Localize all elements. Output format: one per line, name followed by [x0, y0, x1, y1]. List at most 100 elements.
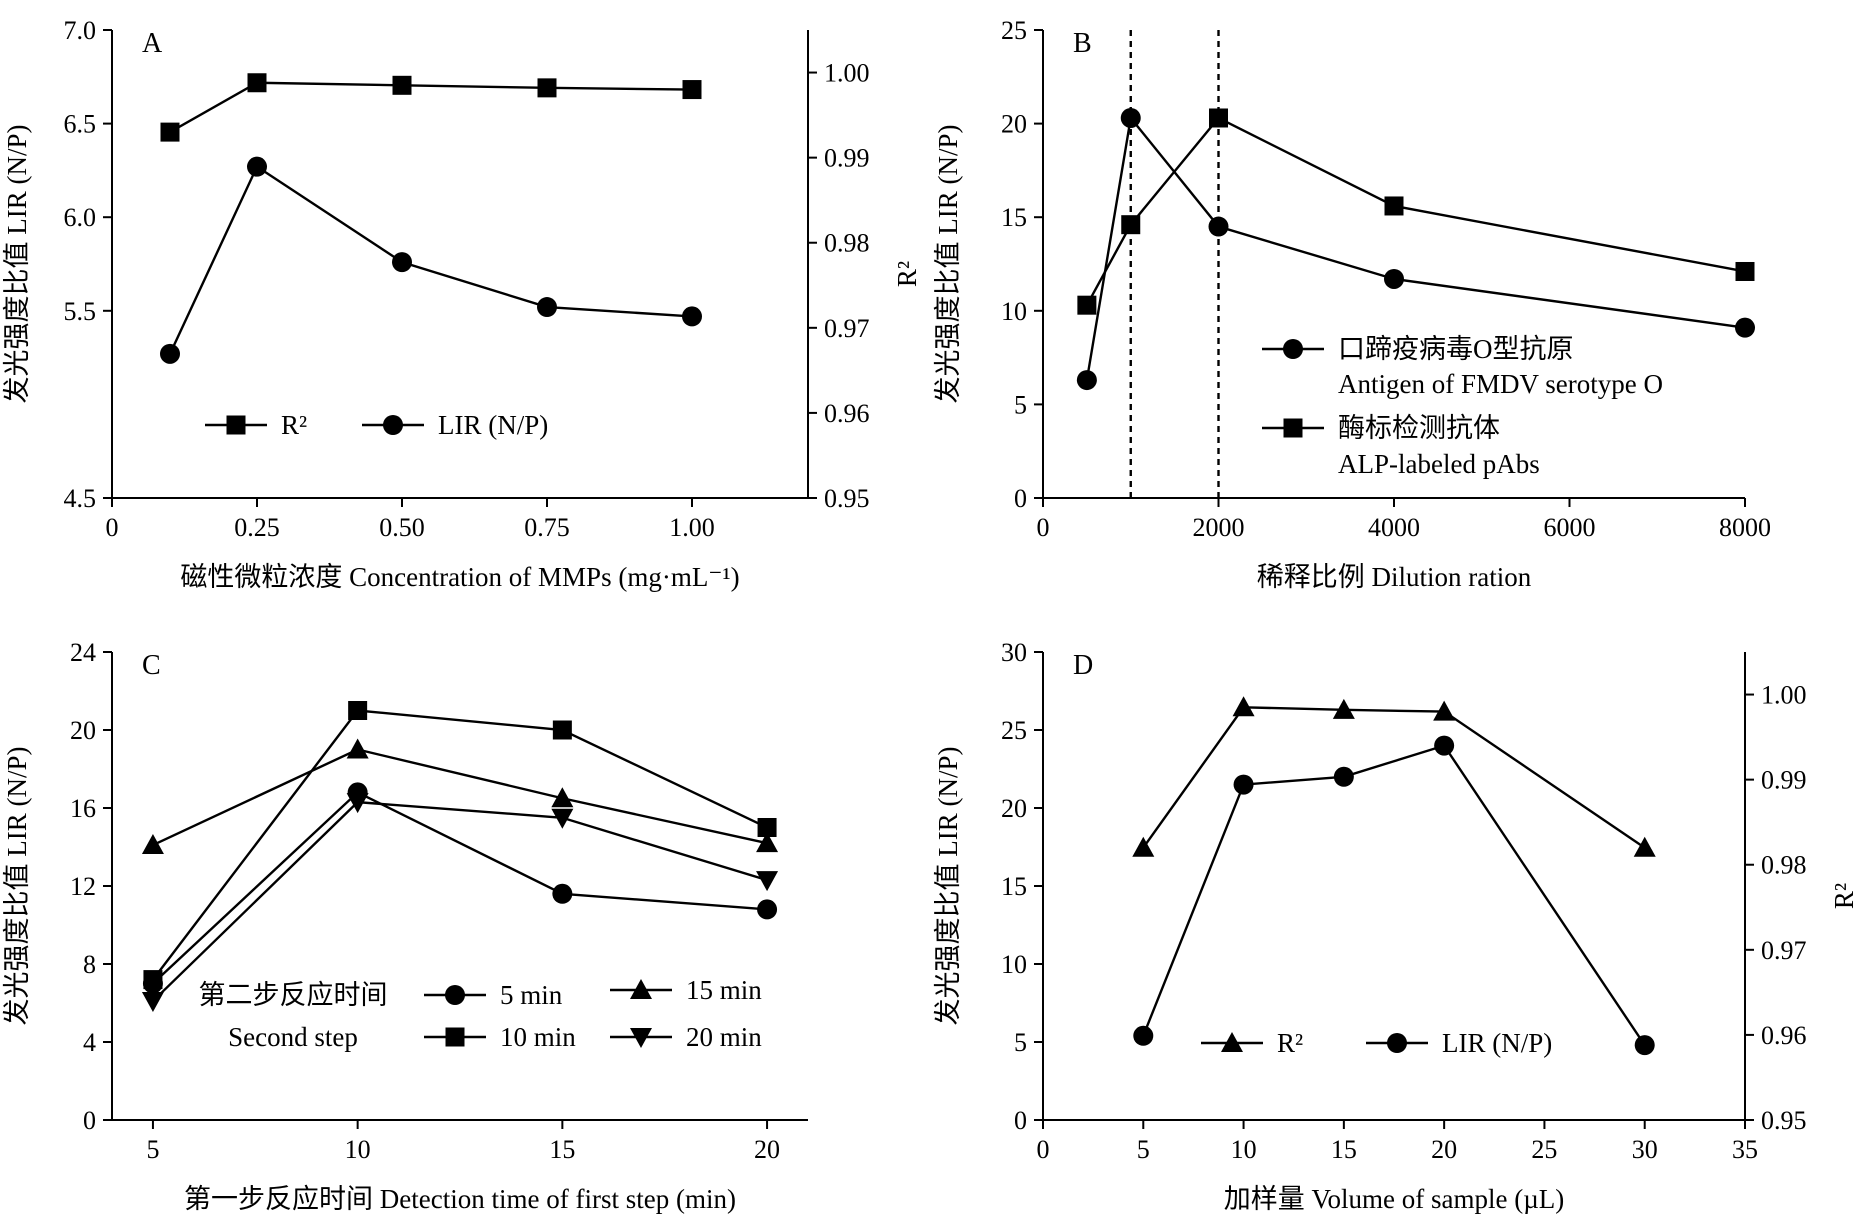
legend: 口蹄疫病毒O型抗原 Antigen of FMDV serotype O 酶标检测抗…	[1262, 334, 1663, 479]
series-2	[160, 156, 702, 364]
y-axis-title: 发光强度比值 LIR (N/P)	[933, 125, 963, 404]
data-point	[141, 834, 164, 855]
series-line	[1085, 116, 1746, 306]
data-point	[1120, 107, 1141, 128]
legend-marker	[1283, 339, 1303, 359]
chart-panel-b: 0 2000 4000 6000 8000 0 5 10 15 20 25 B 稀释比例 Dilutio…	[933, 16, 1771, 592]
data-point	[682, 306, 702, 327]
data-point	[552, 720, 572, 740]
y-tick-label: 20	[70, 716, 96, 745]
legend: 第二步反应时间 Second step 5 min 15 min 10 min 20 mi…	[199, 975, 763, 1052]
legend-title: 第二步反应时间	[199, 980, 388, 1010]
y-tick-label: 10	[1001, 297, 1027, 326]
series-line	[168, 164, 693, 355]
data-point	[1077, 295, 1097, 315]
y2-tick-label: 0.97	[824, 314, 870, 343]
legend-marker	[1283, 418, 1303, 438]
y2-tick-label: 0.98	[824, 229, 870, 258]
y-tick-label: 5.5	[64, 297, 97, 326]
x-tick-label: 20	[754, 1135, 780, 1164]
x-tick-label: 0	[1037, 513, 1050, 542]
data-point	[682, 80, 702, 100]
legend-marker	[445, 1027, 465, 1047]
legend-marker	[630, 979, 652, 999]
data-point	[551, 808, 574, 829]
data-point	[537, 78, 557, 98]
chart-panel-c: 5 10 15 20 0 4 8 12 16 20 24 C 第一步反应时间 Detection tim…	[2, 638, 808, 1214]
data-point	[346, 738, 369, 759]
data-point	[756, 871, 779, 892]
data-point	[348, 701, 368, 720]
y-axis-title: 发光强度比值 LIR (N/P)	[2, 747, 32, 1026]
x-tick-label: 0.75	[524, 513, 570, 542]
legend-label: LIR (N/P)	[1442, 1028, 1552, 1058]
x-tick-label: 0	[106, 513, 119, 542]
y-tick-label: 0	[83, 1106, 96, 1135]
legend-label-en: Antigen of FMDV serotype O	[1338, 369, 1663, 399]
x-tick-label: 5	[1137, 1135, 1150, 1164]
legend-marker	[1387, 1033, 1407, 1053]
series-2	[1077, 108, 1755, 315]
y2-axis-title: R²	[1829, 883, 1859, 909]
y-tick-label: 20	[1001, 110, 1027, 139]
x-tick-label: 0.50	[379, 513, 425, 542]
y2-axis-title: R²	[892, 261, 922, 287]
series-2	[1133, 735, 1655, 1056]
data-point	[1433, 700, 1456, 721]
x-tick-label: 25	[1531, 1135, 1557, 1164]
panel-letter: C	[142, 650, 161, 681]
series-line	[152, 790, 768, 985]
y-tick-label: 7.0	[64, 16, 97, 45]
x-axis-title: 第一步反应时间 Detection time of first step (mi…	[184, 1184, 736, 1214]
data-point	[247, 73, 267, 93]
legend-marker	[226, 415, 246, 435]
y-tick-label: 0	[1014, 484, 1027, 513]
y-tick-label: 15	[1001, 203, 1027, 232]
data-point	[1434, 735, 1455, 756]
legend-label: 5 min	[500, 980, 563, 1010]
legend: R² LIR (N/P)	[1201, 1028, 1552, 1058]
data-point	[1634, 1035, 1655, 1056]
legend-label-en: ALP-labeled pAbs	[1338, 449, 1540, 479]
legend-marker	[1221, 1032, 1243, 1052]
y2-tick-label: 0.96	[1761, 1021, 1807, 1050]
y-tick-label: 25	[1001, 16, 1027, 45]
y2-tick-label: 0.95	[1761, 1106, 1807, 1135]
x-tick-label: 10	[345, 1135, 371, 1164]
x-tick-label: 2000	[1193, 513, 1245, 542]
legend-label: 10 min	[500, 1022, 576, 1052]
y2-tick-label: 0.99	[1761, 766, 1807, 795]
series-1	[142, 782, 778, 994]
y-tick-label: 10	[1001, 950, 1027, 979]
data-point	[1133, 1025, 1154, 1046]
data-point	[1333, 766, 1354, 787]
x-tick-label: 20	[1431, 1135, 1457, 1164]
y-tick-label: 4.5	[64, 484, 97, 513]
data-point	[1735, 317, 1755, 338]
data-point	[551, 787, 574, 808]
data-point	[1121, 215, 1141, 235]
series-2	[143, 701, 777, 990]
y2-tick-label: 0.97	[1761, 936, 1807, 965]
legend-label: 15 min	[686, 975, 762, 1005]
panel-letter: B	[1073, 28, 1092, 59]
x-tick-label: 30	[1632, 1135, 1658, 1164]
data-point	[392, 75, 412, 95]
y-tick-label: 20	[1001, 794, 1027, 823]
x-axis-title: 磁性微粒浓度 Concentration of MMPs (mg·mL⁻¹)	[180, 562, 739, 592]
y-tick-label: 8	[83, 950, 96, 979]
legend-marker	[383, 415, 403, 435]
data-point	[1208, 216, 1229, 237]
legend-title-en: Second step	[228, 1022, 358, 1052]
data-point	[143, 970, 163, 990]
y2-tick-label: 0.98	[1761, 851, 1807, 880]
x-tick-label: 4000	[1368, 513, 1420, 542]
y-tick-label: 5	[1014, 390, 1027, 419]
data-point	[160, 122, 180, 142]
data-point	[1076, 370, 1097, 391]
chart-panel-a: 0 0.25 0.50 0.75 1.00 4.5 5.5 6.0 6.5 7.0 0.95 0.96…	[2, 16, 922, 592]
data-point	[1132, 836, 1155, 857]
data-point	[141, 992, 164, 1013]
x-axis-title: 稀释比例 Dilution ration	[1257, 562, 1532, 592]
